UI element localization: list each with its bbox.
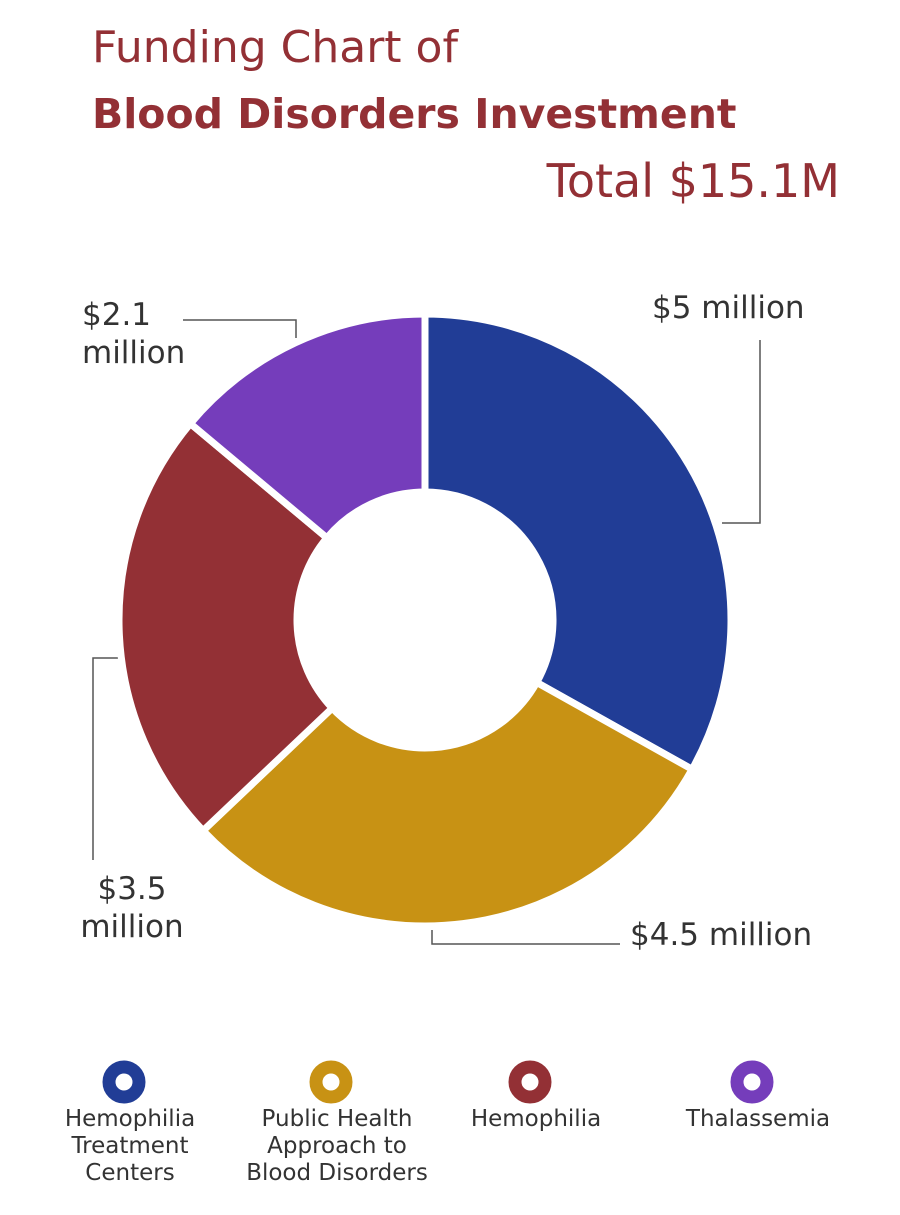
value-label: $4.5 million xyxy=(630,917,813,953)
chart-title: Funding Chart of xyxy=(92,22,458,73)
donut-slice xyxy=(185,310,429,543)
leader-line xyxy=(431,930,620,945)
legend-label: Thalassemia xyxy=(685,1106,831,1132)
total-label: Total $15.1M xyxy=(546,154,840,208)
value-label: $2.1 million xyxy=(82,297,186,371)
donut-slice xyxy=(115,418,338,836)
legend-marker xyxy=(309,1060,353,1104)
donut-slice xyxy=(198,677,697,930)
legend-marker xyxy=(508,1060,552,1104)
legend-label: Hemophilia xyxy=(470,1106,602,1132)
legend-label: Public Health Approach to Blood Disorder… xyxy=(246,1106,428,1186)
leader-line xyxy=(722,340,761,524)
legend-marker xyxy=(102,1060,146,1104)
donut-slice xyxy=(421,310,735,775)
chart-subtitle: Blood Disorders Investment xyxy=(92,90,737,138)
leader-line xyxy=(183,319,297,338)
leader-line xyxy=(92,657,118,860)
legend-marker xyxy=(730,1060,774,1104)
value-label: $3.5 million xyxy=(80,871,184,945)
leader-lines xyxy=(92,319,761,945)
value-label: $5 million xyxy=(652,290,805,326)
legend-label: Hemophilia Treatment Centers xyxy=(64,1106,196,1186)
